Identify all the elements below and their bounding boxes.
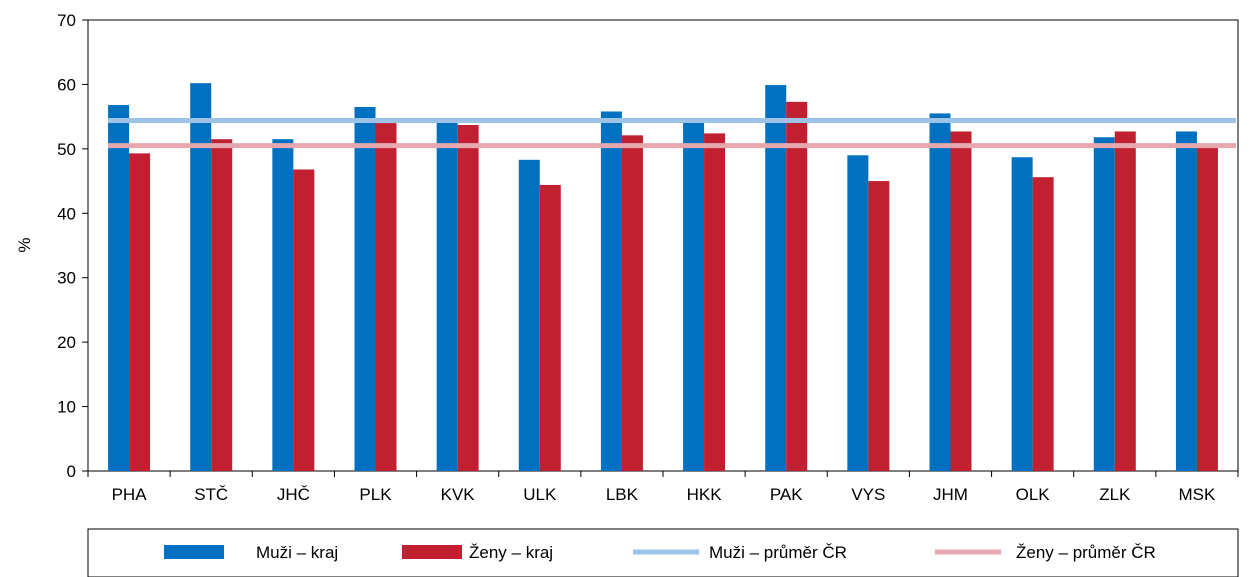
x-tick-label: PHA bbox=[112, 485, 148, 504]
bar-zeny-lbk bbox=[621, 135, 643, 471]
bar-zeny-stč bbox=[211, 139, 233, 471]
y-tick-label: 40 bbox=[57, 204, 76, 223]
bar-muzi-olk bbox=[1011, 157, 1033, 472]
y-tick-label: 70 bbox=[57, 11, 76, 30]
legend-label: Ženy – kraj bbox=[469, 543, 553, 562]
bar-muzi-vys bbox=[847, 155, 869, 472]
bar-muzi-pha bbox=[108, 105, 130, 471]
bar-muzi-pak bbox=[765, 85, 787, 471]
bar-zeny-jhč bbox=[293, 169, 315, 471]
bar-zeny-hkk bbox=[704, 133, 726, 471]
legend-swatch bbox=[164, 545, 224, 559]
x-tick-label: ULK bbox=[523, 485, 557, 504]
bar-muzi-ulk bbox=[518, 159, 540, 471]
x-tick-label: HKK bbox=[687, 485, 723, 504]
y-tick-label: 30 bbox=[57, 269, 76, 288]
average-lines-layer bbox=[108, 118, 1236, 149]
x-tick-label: LBK bbox=[606, 485, 639, 504]
y-tick-label: 0 bbox=[67, 462, 76, 481]
y-tick-label: 50 bbox=[57, 140, 76, 159]
x-tick-label: JHČ bbox=[277, 485, 310, 504]
bar-zeny-vys bbox=[868, 181, 890, 472]
bar-muzi-lbk bbox=[600, 111, 622, 471]
bars-layer bbox=[108, 83, 1218, 472]
bar-zeny-olk bbox=[1032, 177, 1054, 471]
x-tick-label: KVK bbox=[441, 485, 476, 504]
bar-zeny-kvk bbox=[457, 125, 479, 472]
bar-muzi-jhč bbox=[272, 139, 294, 471]
y-tick-label: 20 bbox=[57, 333, 76, 352]
legend-label: Muži – průměr ČR bbox=[709, 543, 847, 562]
x-tick-label: PLK bbox=[359, 485, 392, 504]
x-tick-label: OLK bbox=[1016, 485, 1051, 504]
bar-zeny-plk bbox=[375, 123, 397, 471]
y-axis-title: % bbox=[15, 237, 34, 252]
axes-layer: 0 10 20 30 40 50 60 70 PHA STČ JHČ PLK KVK ULK LBK HKK P… bbox=[57, 11, 1239, 504]
legend-label: Ženy – průměr ČR bbox=[1016, 543, 1156, 562]
bar-muzi-zlk bbox=[1093, 137, 1115, 471]
plot-frame bbox=[87, 19, 1239, 472]
legend: Muži – kraj Ženy – kraj Muži – průměr ČR Že… bbox=[87, 528, 1239, 577]
x-tick-label: VYS bbox=[851, 485, 885, 504]
plot-area bbox=[87, 19, 1239, 472]
y-tick-label: 10 bbox=[57, 398, 76, 417]
legend-swatch bbox=[402, 545, 462, 559]
bar-zeny-zlk bbox=[1114, 131, 1136, 471]
bar-muzi-stč bbox=[190, 83, 212, 471]
legend-label: Muži – kraj bbox=[256, 543, 338, 562]
bar-muzi-msk bbox=[1175, 131, 1197, 471]
bar-zeny-pak bbox=[786, 101, 808, 472]
y-tick-label: 60 bbox=[57, 75, 76, 94]
bar-zeny-msk bbox=[1196, 147, 1218, 471]
bar-muzi-jhm bbox=[929, 113, 951, 472]
x-tick-label: JHM bbox=[933, 485, 968, 504]
bar-zeny-pha bbox=[129, 153, 151, 472]
x-tick-label: MSK bbox=[1179, 485, 1217, 504]
x-tick-label: ZLK bbox=[1099, 485, 1131, 504]
bar-zeny-ulk bbox=[539, 184, 561, 472]
bar-muzi-plk bbox=[354, 106, 376, 471]
x-tick-label: STČ bbox=[194, 485, 228, 504]
bar-zeny-jhm bbox=[950, 131, 972, 471]
bar-muzi-kvk bbox=[436, 121, 458, 471]
x-tick-label: PAK bbox=[770, 485, 803, 504]
bar-muzi-hkk bbox=[683, 121, 705, 471]
